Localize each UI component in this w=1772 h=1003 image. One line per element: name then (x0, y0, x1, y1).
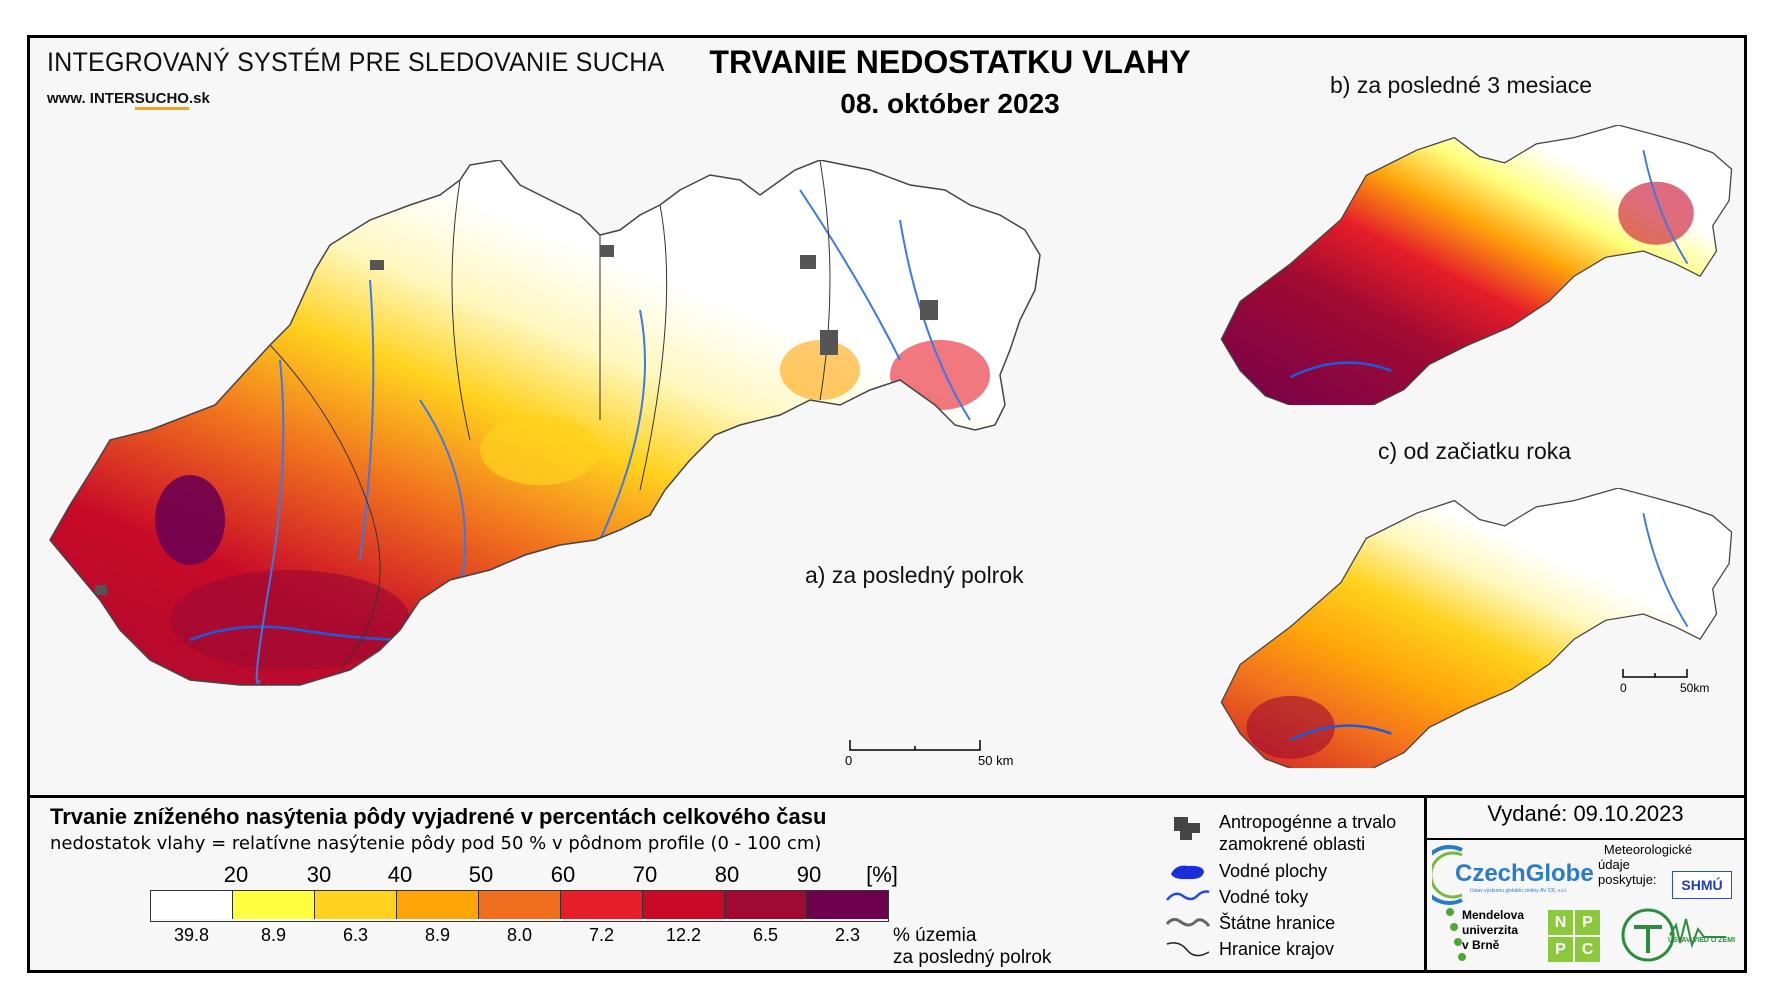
czechglobe-subtitle: Ústav výzkumu globální změny AV ČR, v.v.… (1470, 888, 1568, 894)
state-border-icon (1165, 917, 1211, 927)
legend-tick: 40 (387, 862, 413, 887)
mendel-dots-icon (1446, 908, 1466, 961)
legend-swatch (315, 891, 397, 919)
nppc-letter: P (1575, 910, 1600, 935)
water-area-icon (1171, 865, 1204, 880)
issued-divider (1424, 795, 1427, 973)
mendel-line3: v Brně (1462, 938, 1500, 952)
website-link[interactable]: www. INTERSUCHO.sk (47, 90, 210, 110)
main-scale-bar (849, 740, 981, 751)
czechglobe-name: CzechGlobe (1455, 860, 1594, 887)
legend-share: 2.3 (834, 925, 861, 945)
map-b-label: b) za posledné 3 mesiace (1330, 72, 1593, 98)
legend-tick: 50 (468, 862, 494, 887)
nppc-letter: N (1548, 910, 1573, 935)
map-c (1220, 488, 1733, 768)
legend-share: 39.8 (173, 925, 210, 945)
legend-title: Trvanie zníženého nasýtenia pôdy vyjadre… (50, 804, 827, 829)
web-underlined: SUCHO (134, 90, 189, 110)
legend-swatch (233, 891, 315, 919)
mendel-logo: Mendelova univerzita v Brně (1462, 908, 1524, 953)
system-title: INTEGROVANÝ SYSTÉM PRE SLEDOVANIE SUCHA (47, 47, 665, 77)
area-caption-line1: % územia (893, 925, 977, 946)
mendel-line2: univerzita (1462, 923, 1519, 937)
key-region-border: Hranice krajov (1219, 939, 1335, 959)
key-anthropogenic-line1: Antropogénne a trvalo (1219, 812, 1397, 832)
map-c-label: c) od začiatku roka (1378, 438, 1572, 464)
shmu-logo: SHMÚ (1672, 871, 1732, 899)
area-caption-line2: za posledný polrok (893, 947, 1052, 968)
legend-swatch (479, 891, 561, 919)
legend-tick: 70 (632, 862, 658, 887)
legend-unit: [%] (866, 862, 898, 887)
key-state-border: Štátne hranice (1219, 913, 1336, 933)
legend-share: 6.3 (342, 925, 369, 945)
main-map (49, 160, 1041, 686)
region-border-icon (1166, 942, 1210, 957)
legend-swatch (643, 891, 725, 919)
key-water-areas: Vodné plochy (1219, 861, 1328, 881)
czechglobe-logo (1432, 845, 1463, 905)
legend-share: 8.9 (260, 925, 287, 945)
legend-tick: 60 (550, 862, 576, 887)
legend-divider (27, 795, 1747, 798)
met-line2: údaje (1598, 857, 1630, 872)
uvz-name: ÚSTAV VIED O ZEMI (1668, 937, 1736, 944)
key-rivers: Vodné toky (1219, 887, 1309, 907)
legend-share: 8.0 (506, 925, 533, 945)
main-scale-end: 50 km (978, 753, 1014, 768)
legend-swatch (561, 891, 643, 919)
key-anthropogenic: Antropogénne a trvalo zamokrené oblasti (1219, 811, 1396, 855)
issued-underline (1424, 838, 1747, 840)
legend-swatch (807, 891, 888, 919)
legend-share: 6.5 (752, 925, 779, 945)
legend-tick: 20 (223, 862, 249, 887)
map-b (1220, 125, 1733, 405)
main-map-label: a) za posledný polrok (805, 562, 1024, 588)
met-line3: poskytuje: (1598, 872, 1657, 887)
legend-subtitle: nedostatok vlahy = relatívne nasýtenie p… (50, 833, 822, 854)
small-scale-start: 0 (1620, 681, 1627, 695)
legend-share: 7.2 (588, 925, 615, 945)
legend-swatch (397, 891, 479, 919)
small-scale-bar (1622, 669, 1688, 678)
small-scale-end: 50km (1680, 681, 1710, 695)
map-title: TRVANIE NEDOSTATKU VLAHY (709, 44, 1191, 80)
nppc-letter: C (1575, 937, 1600, 962)
legend-color-scale (150, 890, 889, 922)
legend-area-caption: % územia za posledný polrok (893, 925, 1051, 969)
legend-share: 8.9 (424, 925, 451, 945)
web-prefix: www. INTER (47, 90, 135, 107)
legend-tick: 30 (306, 862, 332, 887)
met-line1: Meteorologické (1603, 842, 1693, 857)
nppc-letter: P (1548, 937, 1573, 962)
map-date: 08. október 2023 (840, 88, 1060, 119)
legend-swatch (151, 891, 233, 919)
web-suffix: .sk (188, 90, 210, 107)
mendel-line1: Mendelova (1462, 908, 1525, 922)
uvz-logo (1621, 908, 1726, 962)
issued-date: Vydané: 09.10.2023 (1487, 801, 1684, 826)
met-data-provider: Meteorologické údaje poskytuje: (1598, 842, 1698, 887)
legend-swatch (725, 891, 807, 919)
main-scale-start: 0 (845, 753, 853, 768)
key-anthropogenic-line2: zamokrené oblasti (1219, 834, 1366, 854)
nppc-logo: N P P C (1548, 910, 1600, 962)
legend-tick: 90 (796, 862, 822, 887)
legend-share: 12.2 (665, 925, 702, 945)
river-icon (1166, 890, 1210, 901)
legend-tick: 80 (714, 862, 740, 887)
anthropogenic-icon (1174, 817, 1200, 840)
